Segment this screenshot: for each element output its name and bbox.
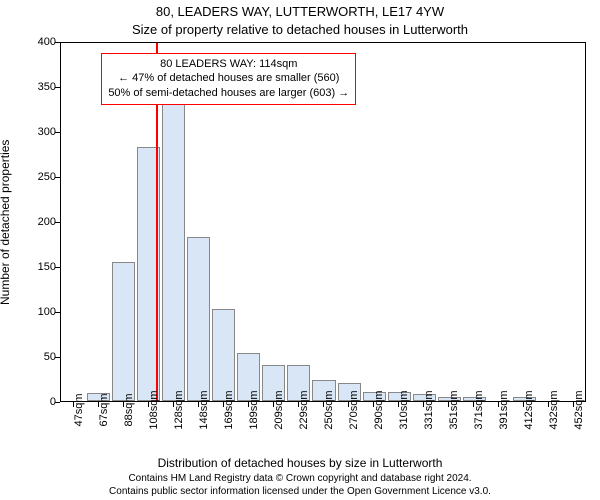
x-tick-label: 331sqm <box>423 390 435 429</box>
footer-line1: Contains HM Land Registry data © Crown c… <box>0 472 600 485</box>
histogram-bar <box>212 309 235 401</box>
y-tick-mark <box>55 87 60 88</box>
x-tick-label: 229sqm <box>298 390 310 429</box>
y-tick-label: 150 <box>16 261 56 273</box>
y-tick-mark <box>55 312 60 313</box>
x-tick-label: 351sqm <box>448 390 460 429</box>
y-tick-label: 100 <box>16 306 56 318</box>
histogram-bar <box>187 237 210 401</box>
y-tick-label: 0 <box>16 396 56 408</box>
y-tick-mark <box>55 357 60 358</box>
x-tick-label: 371sqm <box>473 390 485 429</box>
x-tick-label: 189sqm <box>248 390 260 429</box>
annotation-line: ← 47% of detached houses are smaller (56… <box>108 71 349 86</box>
x-tick-label: 290sqm <box>373 390 385 429</box>
x-tick-label: 148sqm <box>198 390 210 429</box>
y-tick-label: 300 <box>16 126 56 138</box>
x-tick-label: 108sqm <box>148 390 160 429</box>
histogram-bar <box>162 104 185 401</box>
x-tick-label: 169sqm <box>223 390 235 429</box>
y-tick-label: 250 <box>16 171 56 183</box>
chart-title-line1: 80, LEADERS WAY, LUTTERWORTH, LE17 4YW <box>0 4 600 19</box>
footer-line2: Contains public sector information licen… <box>0 485 600 498</box>
x-axis-label: Distribution of detached houses by size … <box>0 456 600 470</box>
annotation-line: 50% of semi-detached houses are larger (… <box>108 86 349 101</box>
chart-title-line2: Size of property relative to detached ho… <box>0 22 600 37</box>
plot-area: 80 LEADERS WAY: 114sqm← 47% of detached … <box>60 42 586 402</box>
y-tick-label: 50 <box>16 351 56 363</box>
x-tick-label: 47sqm <box>73 393 85 426</box>
annotation-line: 80 LEADERS WAY: 114sqm <box>108 57 349 72</box>
x-tick-label: 250sqm <box>323 390 335 429</box>
x-tick-label: 67sqm <box>98 393 110 426</box>
x-tick-label: 88sqm <box>123 393 135 426</box>
x-tick-label: 391sqm <box>498 390 510 429</box>
y-tick-mark <box>55 402 60 403</box>
y-tick-mark <box>55 132 60 133</box>
x-tick-label: 128sqm <box>173 390 185 429</box>
x-tick-label: 209sqm <box>273 390 285 429</box>
x-tick-label: 432sqm <box>548 390 560 429</box>
y-tick-mark <box>55 267 60 268</box>
y-tick-label: 200 <box>16 216 56 228</box>
x-tick-label: 412sqm <box>523 390 535 429</box>
chart-footer: Contains HM Land Registry data © Crown c… <box>0 472 600 498</box>
y-tick-mark <box>55 222 60 223</box>
x-tick-label: 452sqm <box>573 390 585 429</box>
y-axis-label: Number of detached properties <box>0 139 12 304</box>
y-tick-mark <box>55 177 60 178</box>
y-tick-label: 400 <box>16 36 56 48</box>
annotation-box: 80 LEADERS WAY: 114sqm← 47% of detached … <box>101 53 356 106</box>
x-tick-label: 270sqm <box>348 390 360 429</box>
histogram-bar <box>112 262 135 402</box>
chart-container: 80, LEADERS WAY, LUTTERWORTH, LE17 4YW S… <box>0 0 600 500</box>
y-tick-label: 350 <box>16 81 56 93</box>
x-tick-label: 310sqm <box>398 390 410 429</box>
y-tick-mark <box>55 42 60 43</box>
